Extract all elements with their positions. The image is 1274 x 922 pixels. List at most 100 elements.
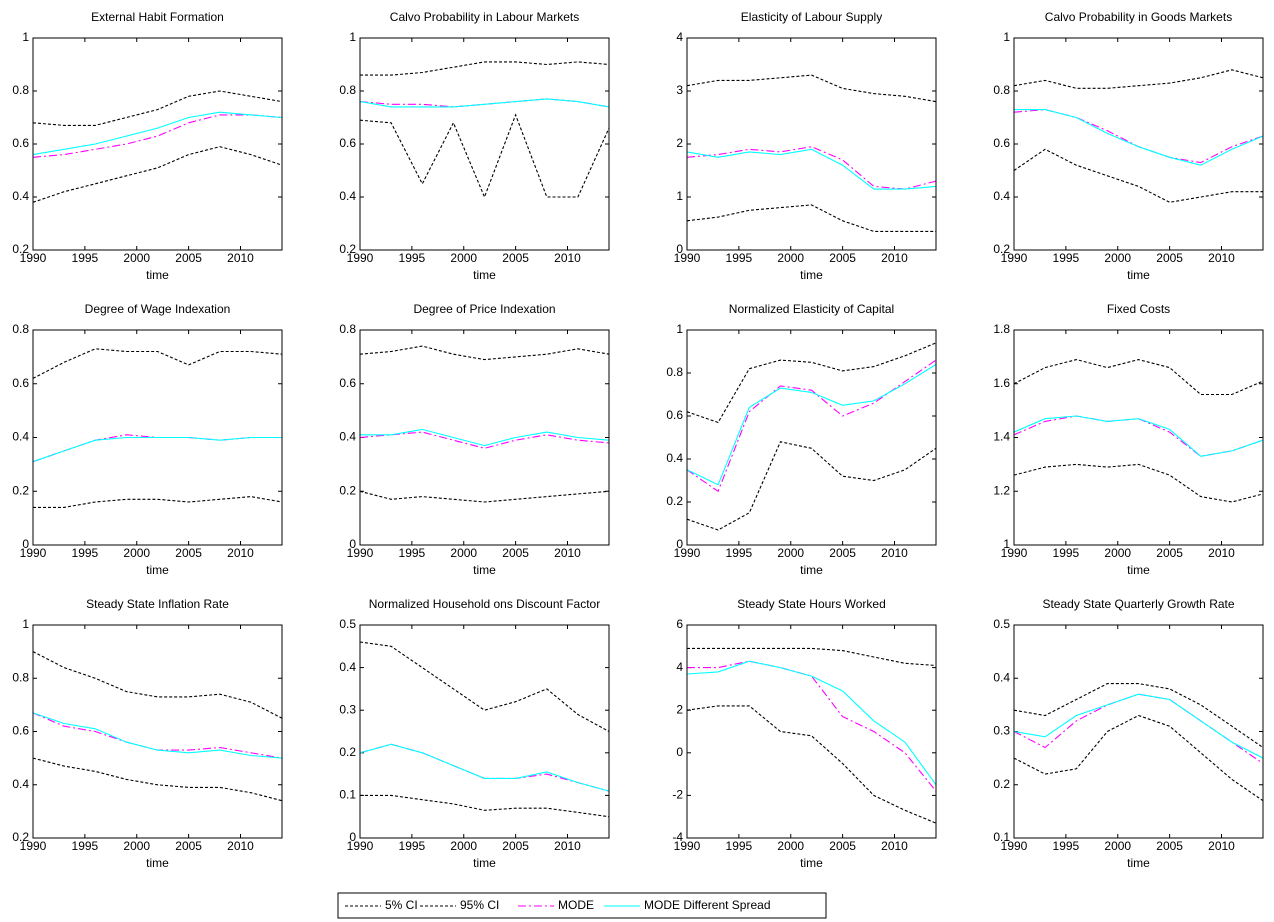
axes-frame — [32, 624, 283, 839]
y-tick-label: 4 — [676, 660, 683, 674]
subplot: Steady State Hours Worked -4 -2 0 2 4 6 1990 199… — [672, 597, 937, 870]
x-tick-label: 2005 — [1156, 839, 1183, 853]
plot-area — [1014, 330, 1263, 545]
legend: 5% CI 95% CI MODE MODE Different Spread — [337, 892, 827, 919]
x-tick-label: 2000 — [1104, 251, 1131, 265]
x-tick-label: 1995 — [72, 251, 99, 265]
y-tick-label: 0.2 — [339, 745, 356, 759]
series-line — [686, 660, 937, 786]
x-tick-label: 2010 — [554, 546, 581, 560]
plot-area — [33, 38, 282, 250]
x-tick-label: 2010 — [881, 251, 908, 265]
y-tick-label: 1.4 — [993, 430, 1010, 444]
x-axis-label: time — [1127, 563, 1150, 577]
series-line — [32, 436, 282, 463]
subplot: Calvo Probability in Goods Markets 0.2 0.4… — [993, 10, 1264, 282]
x-tick-label: 2010 — [554, 251, 581, 265]
y-tick-label: 0.8 — [12, 670, 29, 684]
axes-frame — [32, 329, 283, 546]
x-tick-label: 1990 — [347, 251, 374, 265]
x-tick-label: 1995 — [726, 839, 753, 853]
subplot: Fixed Costs 1 1.2 1.4 1.6 1.8 1990 1995 2000 2005… — [993, 302, 1264, 577]
y-tick-label: 0.2 — [339, 483, 356, 497]
y-tick-label: 0.8 — [993, 83, 1010, 97]
y-tick-label: 0 — [349, 537, 356, 551]
subplot: Normalized Household ons Discount Factor… — [339, 597, 610, 870]
x-tick-label: 2005 — [1156, 251, 1183, 265]
x-tick-label: 1990 — [1001, 839, 1028, 853]
legend-label: MODE Different Spread — [644, 898, 771, 912]
series-line — [359, 490, 610, 503]
y-tick-label: 0.5 — [993, 617, 1010, 631]
y-tick-label: 0 — [676, 745, 683, 759]
x-tick-label: 2010 — [1208, 839, 1235, 853]
axes-frame — [1013, 329, 1264, 546]
series-line — [687, 647, 937, 667]
y-tick-label: 0 — [676, 537, 683, 551]
x-axis-label: time — [800, 563, 823, 577]
x-tick-label: 2000 — [123, 251, 150, 265]
y-tick-label: 1 — [349, 30, 356, 44]
series-line — [359, 641, 610, 732]
subplot: Steady State Inflation Rate 0.2 0.4 0.6 0.8 1… — [12, 597, 283, 870]
x-tick-label: 2000 — [777, 251, 804, 265]
x-tick-label: 1995 — [72, 546, 99, 560]
x-tick-label: 2005 — [175, 251, 202, 265]
x-tick-label: 2010 — [881, 546, 908, 560]
x-tick-label: 2005 — [829, 546, 856, 560]
y-tick-label: 0.6 — [12, 724, 29, 738]
x-tick-label: 1995 — [1053, 546, 1080, 560]
x-tick-label: 1990 — [1001, 251, 1028, 265]
plot-area — [687, 625, 936, 838]
x-axis-label: time — [473, 268, 496, 282]
x-tick-label: 1990 — [674, 251, 701, 265]
x-tick-label: 1990 — [20, 546, 47, 560]
subplot-title: Degree of Wage Indexation — [85, 302, 231, 316]
y-tick-label: 0.3 — [339, 702, 356, 716]
y-tick-label: 0.2 — [993, 242, 1010, 256]
x-tick-label: 1990 — [674, 839, 701, 853]
x-tick-label: 2005 — [502, 251, 529, 265]
y-tick-label: 2 — [676, 136, 683, 150]
y-tick-label: 1.2 — [993, 483, 1010, 497]
x-tick-label: 2000 — [1104, 839, 1131, 853]
series-line — [686, 705, 937, 824]
y-tick-label: 0.2 — [666, 494, 683, 508]
y-tick-label: 0.8 — [666, 365, 683, 379]
y-tick-label: 0.6 — [666, 408, 683, 422]
x-tick-label: 2000 — [450, 839, 477, 853]
y-tick-label: 1 — [1003, 30, 1010, 44]
x-tick-label: 2010 — [554, 839, 581, 853]
legend-label: 5% CI — [385, 898, 418, 912]
y-tick-label: 0.5 — [339, 617, 356, 631]
plot-area — [360, 38, 609, 250]
x-axis-label: time — [146, 856, 169, 870]
plot-area — [687, 38, 936, 250]
series-line — [32, 114, 283, 158]
subplot: Elasticity of Labour Supply 0 1 2 3 4 1990 1995… — [674, 10, 937, 282]
x-tick-label: 2005 — [175, 546, 202, 560]
legend-box — [337, 892, 827, 919]
y-tick-label: -2 — [672, 788, 683, 802]
x-axis-label: time — [146, 268, 169, 282]
y-tick-label: 0.4 — [12, 189, 29, 203]
plot-area — [360, 330, 609, 545]
x-tick-label: 2010 — [881, 839, 908, 853]
x-tick-label: 2000 — [777, 546, 804, 560]
series-line — [1014, 109, 1264, 166]
x-tick-label: 1995 — [1053, 839, 1080, 853]
x-tick-label: 2005 — [829, 839, 856, 853]
x-tick-label: 2010 — [227, 546, 254, 560]
y-tick-label: 0.2 — [12, 483, 29, 497]
series-line — [360, 428, 610, 447]
series-line — [1013, 69, 1264, 89]
subplot-title: Fixed Costs — [1107, 302, 1170, 316]
y-tick-label: 0.8 — [339, 322, 356, 336]
axes-frame — [359, 37, 610, 251]
x-tick-label: 1990 — [347, 546, 374, 560]
x-tick-label: 1995 — [726, 251, 753, 265]
x-tick-label: 2010 — [1208, 546, 1235, 560]
plot-area — [1014, 38, 1263, 250]
x-axis-label: time — [800, 268, 823, 282]
plot-area — [33, 625, 282, 838]
